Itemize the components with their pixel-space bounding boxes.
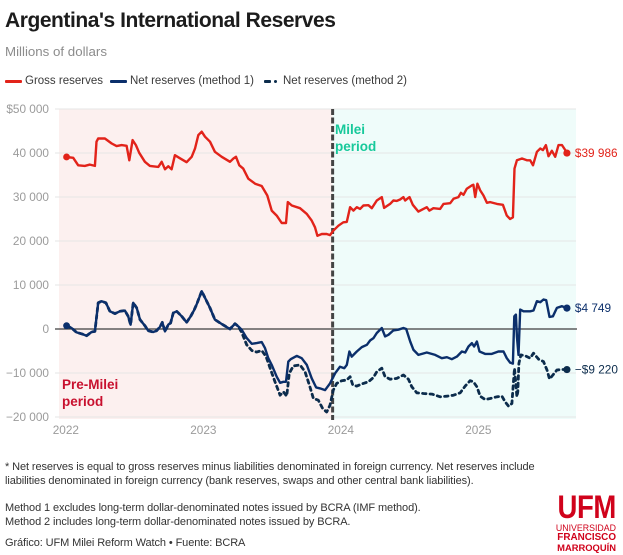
y-tick-label: 40 000: [13, 146, 50, 160]
end-point-net-reserves-method-2: [563, 365, 571, 374]
start-point-gross-reserves: [63, 153, 70, 161]
logo-wordmark: UFM: [557, 489, 617, 525]
y-tick-label: 10 000: [13, 278, 50, 292]
legend-swatch-dot: [274, 79, 277, 83]
legend-swatch-solid-red: [5, 80, 22, 83]
legend-label: Net reserves (method 2): [283, 75, 407, 87]
logo-line-francisco: FRANCISCO: [557, 532, 616, 543]
logo-line-universidad: UNIVERSIDAD: [555, 523, 616, 533]
pre-milei-period-annotation: Pre-Milei period: [62, 377, 122, 409]
series-line-net-reserves-method-1: [65, 290, 569, 392]
series-line-net-reserves-method-2: [65, 289, 569, 414]
footnote-definition-line-1: * Net reserves is equal to gross reserve…: [5, 461, 535, 473]
x-tick-label: 2022: [53, 423, 79, 437]
logo-line-marroquin: MARROQUÍN: [557, 542, 616, 553]
footnote-definition-line-2: liabilities denominated in foreign curre…: [5, 475, 474, 487]
end-value-labels: $39 986 $4 749 −$9 220: [575, 146, 618, 377]
chart-subtitle: Millions of dollars: [5, 44, 107, 59]
footnote-method-2: Method 2 includes long-term dollar-denom…: [5, 516, 351, 528]
legend-item-gross-reserves: Gross reserves: [5, 74, 105, 88]
end-value-label-gross-reserves: $39 986: [575, 146, 618, 160]
end-value-label-net-reserves-method-1: $4 749: [575, 301, 611, 315]
y-axis: $50 000 40 000 30 000 20 000 10 000 0 −10 000 −…: [6, 102, 49, 424]
x-tick-label: 2024: [328, 423, 355, 437]
gridlines: [55, 108, 577, 418]
y-tick-label: 20 000: [13, 234, 50, 248]
chart-title: Argentina's International Reserves: [5, 9, 336, 32]
source-credits: Gráfico: UFM Milei Reform Watch • Fuente…: [5, 537, 246, 549]
series-points: [63, 149, 571, 374]
y-tick-label: −20 000: [6, 410, 49, 424]
annotation-line: Milei: [335, 122, 365, 137]
end-point-net-reserves-method-1: [563, 304, 571, 312]
annotation-line: period: [335, 139, 376, 154]
series-line-gross-reserves: [65, 130, 569, 238]
legend-label: Net reserves (method 1): [130, 75, 254, 87]
x-axis: 2022 2023 2024 2025: [53, 423, 492, 437]
y-tick-label: 30 000: [13, 190, 50, 204]
y-tick-label: $50 000: [6, 102, 49, 116]
footnote-method-1: Method 1 excludes long-term dollar-denom…: [5, 502, 421, 514]
line-chart: $50 000 40 000 30 000 20 000 10 000 0 −10 000 −…: [6, 102, 618, 437]
x-tick-label: 2023: [190, 423, 217, 437]
annotation-line: period: [62, 394, 103, 409]
milei-period-annotation: Milei period: [335, 122, 376, 154]
y-tick-label: −10 000: [6, 366, 49, 380]
series-lines: [65, 130, 569, 414]
legend-swatch-solid-navy: [110, 80, 127, 83]
legend-item-net-reserves-method-2: Net reserves (method 2): [264, 74, 414, 88]
end-point-gross-reserves: [563, 149, 571, 157]
legend-swatch-dash: [264, 79, 271, 83]
legend-item-net-reserves-method-1: Net reserves (method 1): [110, 74, 260, 88]
legend-label: Gross reserves: [25, 75, 103, 87]
x-tick-label: 2025: [465, 423, 492, 437]
annotation-line: Pre-Milei: [62, 377, 118, 392]
y-tick-label: 0: [42, 322, 49, 336]
start-point-net-reserves-method-1: [63, 322, 70, 330]
end-value-label-net-reserves-method-2: −$9 220: [575, 363, 618, 377]
